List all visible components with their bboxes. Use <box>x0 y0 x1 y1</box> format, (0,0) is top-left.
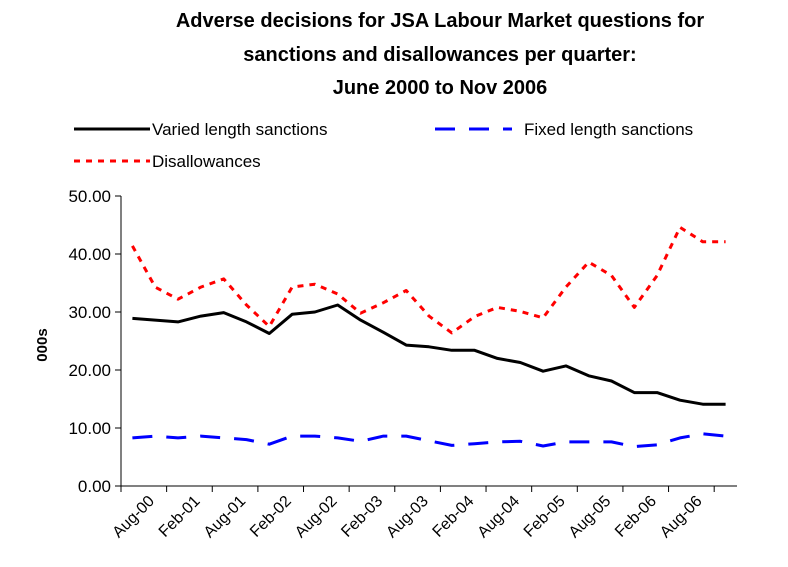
x-tick-label: Feb-01 <box>156 493 204 541</box>
x-tick-label: Feb-05 <box>521 493 569 541</box>
title-line-3: June 2000 to Nov 2006 <box>333 77 548 99</box>
legend-label-varied: Varied length sanctions <box>152 120 327 139</box>
x-tick-label: Feb-06 <box>612 493 660 541</box>
legend-label-disallowances: Disallowances <box>152 152 261 171</box>
title-line-1: Adverse decisions for JSA Labour Market … <box>176 10 704 32</box>
x-tick-label: Aug-02 <box>292 493 341 542</box>
legend: Varied length sanctions Fixed length san… <box>74 120 693 171</box>
series-line-varied-length-sanctions <box>132 303 726 406</box>
y-tick-label: 40.00 <box>68 245 111 264</box>
y-tick-label: 20.00 <box>68 361 111 380</box>
y-tick-label: 50.00 <box>68 187 111 206</box>
title-line-2: sanctions and disallowances per quarter: <box>243 44 636 66</box>
x-tick-label: Aug-03 <box>383 493 432 542</box>
x-tick-label: Aug-05 <box>566 493 615 542</box>
y-tick-label: 0.00 <box>78 477 111 496</box>
x-tick-label: Feb-02 <box>247 493 295 541</box>
y-tick-label: 10.00 <box>68 419 111 438</box>
x-tick-label: Aug-06 <box>657 493 706 542</box>
y-axis-label: 000s <box>34 328 51 361</box>
x-tick-label: Aug-00 <box>110 493 159 542</box>
plot-area <box>131 225 726 449</box>
legend-label-fixed: Fixed length sanctions <box>524 120 693 139</box>
x-tick-label: Aug-04 <box>475 493 524 542</box>
series-line-disallowances <box>131 225 726 335</box>
x-axis: Aug-00Feb-01Aug-01Feb-02Aug-02Feb-03Aug-… <box>110 485 737 542</box>
x-tick-label: Feb-03 <box>338 493 386 541</box>
y-tick-label: 30.00 <box>68 303 111 322</box>
series-line-fixed-length-sanctions <box>132 432 726 449</box>
x-tick-label: Feb-04 <box>430 493 478 541</box>
y-axis: 0.00 10.00 20.00 30.00 40.00 50.00 <box>68 187 122 496</box>
chart-title: Adverse decisions for JSA Labour Market … <box>176 10 704 99</box>
x-tick-label: Aug-01 <box>201 493 250 542</box>
